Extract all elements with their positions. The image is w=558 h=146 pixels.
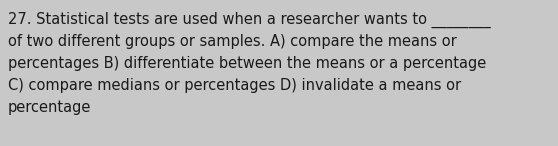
Text: 27. Statistical tests are used when a researcher wants to ________: 27. Statistical tests are used when a re… [8, 12, 490, 28]
Text: percentage: percentage [8, 100, 92, 115]
Text: C) compare medians or percentages D) invalidate a means or: C) compare medians or percentages D) inv… [8, 78, 461, 93]
Text: of two different groups or samples. A) compare the means or: of two different groups or samples. A) c… [8, 34, 457, 49]
Text: percentages B) differentiate between the means or a percentage: percentages B) differentiate between the… [8, 56, 486, 71]
